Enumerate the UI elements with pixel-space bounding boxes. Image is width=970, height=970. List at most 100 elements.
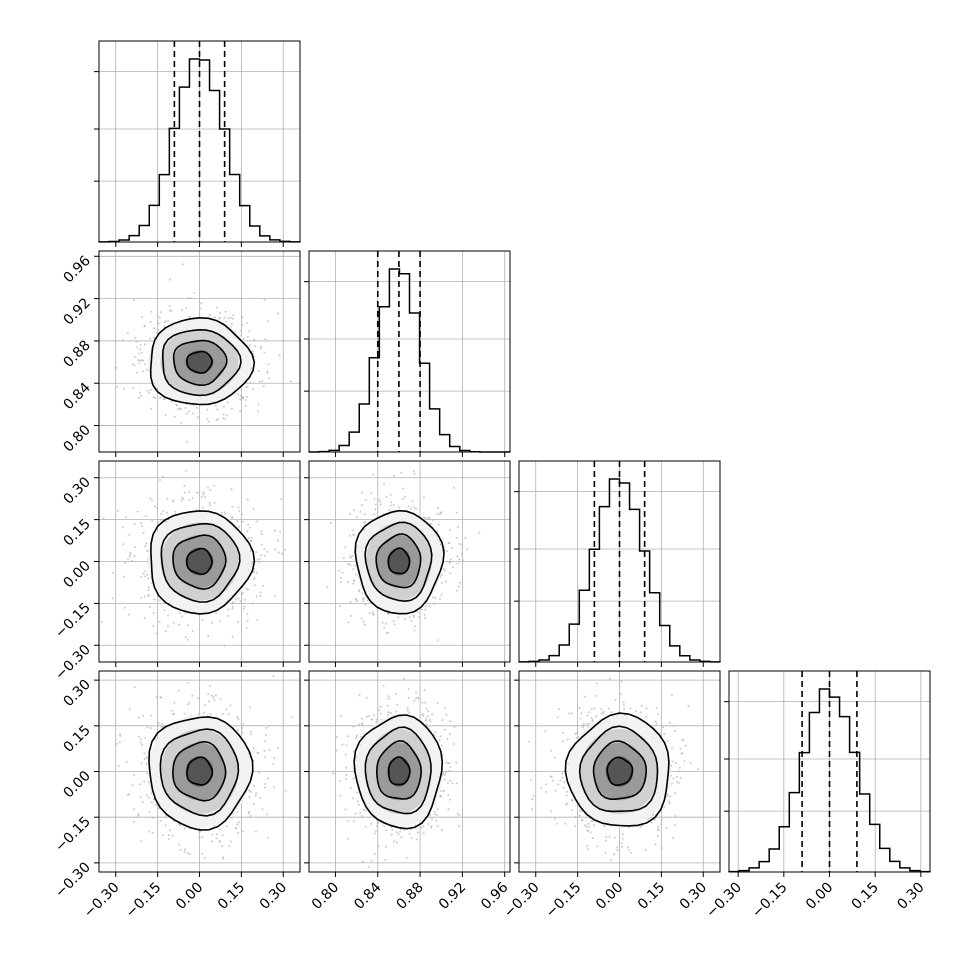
scatter-point xyxy=(144,736,147,739)
scatter-point xyxy=(122,339,124,342)
scatter-point xyxy=(410,619,413,622)
scatter-point xyxy=(284,789,287,792)
scatter-point xyxy=(368,714,370,717)
scatter-point xyxy=(235,598,238,601)
scatter-point xyxy=(140,525,143,528)
scatter-point xyxy=(446,738,449,740)
scatter-point xyxy=(149,497,152,500)
scatter-point xyxy=(264,783,267,785)
scatter-point xyxy=(455,761,458,764)
scatter-point xyxy=(186,638,189,641)
scatter-point xyxy=(447,808,450,811)
scatter-point xyxy=(155,803,158,806)
scatter-point xyxy=(246,613,249,616)
scatter-point xyxy=(338,605,341,608)
scatter-point xyxy=(670,694,673,696)
scatter-point xyxy=(184,612,187,615)
scatter-point xyxy=(146,772,149,775)
scatter-point xyxy=(126,794,129,797)
scatter-point xyxy=(140,394,143,397)
scatter-point xyxy=(154,505,156,508)
scatter-point xyxy=(435,814,438,817)
scatter-point xyxy=(111,597,114,600)
panel-frame xyxy=(308,670,511,873)
scatter-point xyxy=(658,829,660,831)
scatter-point xyxy=(121,526,124,529)
scatter-point xyxy=(384,622,387,625)
scatter-point xyxy=(187,851,189,854)
scatter-point xyxy=(352,529,355,532)
scatter-point xyxy=(116,510,119,512)
scatter-point xyxy=(151,816,154,819)
scatter-point xyxy=(231,516,234,519)
scatter-point xyxy=(460,543,463,546)
scatter-point xyxy=(161,726,164,729)
scatter-point xyxy=(251,602,254,605)
scatter-point xyxy=(208,684,211,687)
scatter-point xyxy=(434,596,437,599)
scatter-point xyxy=(335,749,338,752)
scatter-point xyxy=(347,735,350,738)
scatter-point xyxy=(268,749,271,751)
scatter-point xyxy=(248,526,251,529)
scatter-point xyxy=(210,694,213,697)
scatter-point xyxy=(132,774,135,777)
scatter-point xyxy=(645,707,648,710)
scatter-point xyxy=(158,599,161,602)
scatter-point xyxy=(236,810,239,813)
scatter-point xyxy=(137,814,139,817)
scatter-point xyxy=(639,711,642,714)
scatter-point xyxy=(100,621,103,624)
scatter-point xyxy=(265,727,268,729)
scatter-point xyxy=(208,700,210,703)
scatter-point xyxy=(134,337,137,339)
scatter-point xyxy=(202,491,205,494)
scatter-point xyxy=(417,831,419,834)
scatter-point xyxy=(172,500,175,503)
scatter-point xyxy=(339,794,342,797)
scatter-point xyxy=(605,835,608,838)
scatter-point xyxy=(351,554,354,557)
scatter-point xyxy=(207,693,210,695)
scatter-point xyxy=(290,716,293,719)
scatter-point xyxy=(226,401,229,404)
scatter-point xyxy=(180,499,183,502)
scatter-point xyxy=(260,345,263,348)
scatter-point xyxy=(231,505,234,508)
scatter-point xyxy=(180,309,183,312)
scatter-point xyxy=(239,329,242,332)
scatter-point xyxy=(263,298,266,301)
scatter-point xyxy=(466,548,469,551)
scatter-point xyxy=(449,572,452,575)
scatter-point xyxy=(164,824,167,827)
scatter-point xyxy=(443,569,446,572)
scatter-point xyxy=(280,498,283,500)
scatter-point xyxy=(449,720,452,723)
scatter-point xyxy=(139,796,142,799)
scatter-point xyxy=(137,716,140,719)
scatter-point xyxy=(402,487,404,490)
scatter-point xyxy=(240,397,243,400)
scatter-point xyxy=(425,717,428,720)
scatter-point xyxy=(139,359,142,362)
scatter-point xyxy=(189,297,192,300)
contour-line-1 xyxy=(150,510,256,615)
contour-line-4 xyxy=(186,756,214,786)
scatter-point xyxy=(444,580,447,583)
scatter-point xyxy=(361,717,363,720)
scatter-point xyxy=(224,417,227,420)
scatter-point xyxy=(444,761,447,764)
scatter-point xyxy=(142,714,145,717)
scatter-point xyxy=(262,584,265,587)
scatter-point xyxy=(264,734,267,736)
scatter-point xyxy=(237,718,240,720)
scatter-point xyxy=(253,584,256,587)
scatter-point xyxy=(183,712,186,715)
scatter-point xyxy=(662,726,664,729)
scatter-point xyxy=(183,827,186,830)
scatter-point xyxy=(401,498,404,500)
scatter-point xyxy=(138,735,140,738)
scatter-point xyxy=(143,758,146,761)
scatter-point xyxy=(242,591,244,594)
scatter-point xyxy=(138,396,141,399)
